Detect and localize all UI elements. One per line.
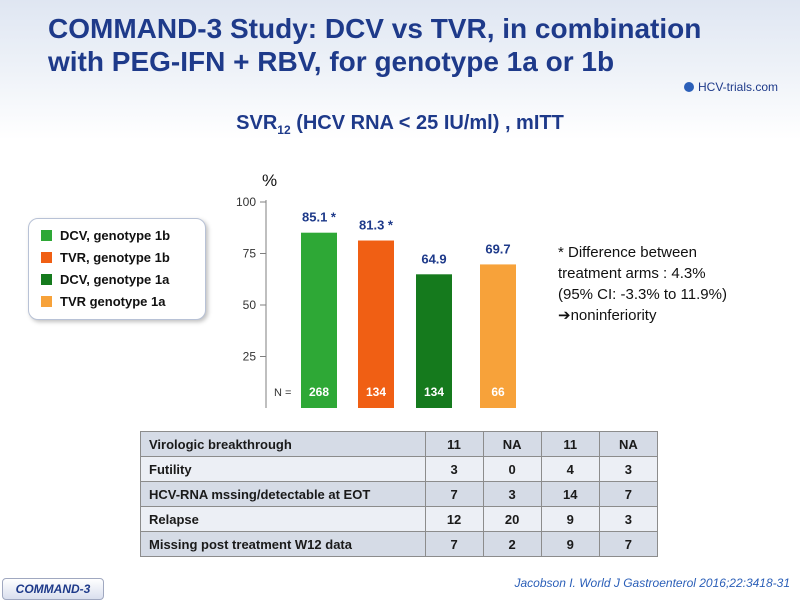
table-cell: 7: [598, 481, 659, 507]
table-cell: 2: [482, 531, 542, 557]
n-prefix-label: N =: [274, 387, 291, 399]
note-line: * Difference between: [558, 244, 697, 261]
chart-title-post: (HCV RNA < 25 IU/ml) , mITT: [290, 112, 564, 134]
table-cell: 11: [424, 431, 484, 457]
table-cell: 11: [540, 431, 600, 457]
bar-value-label: 69.7: [485, 241, 510, 256]
bar: [416, 274, 452, 408]
legend-item: TVR genotype 1a: [41, 293, 165, 311]
citation: Jacobson I. World J Gastroenterol 2016;2…: [514, 576, 791, 590]
bar-value-label: 81.3 *: [359, 218, 394, 233]
legend-swatch: [41, 230, 52, 241]
slide-title-line-2: with PEG-IFN + RBV, for genotype 1a or 1…: [48, 46, 615, 77]
note-conclusion: noninferiority: [570, 307, 657, 324]
table-row: Virologic breakthrough 11 NA 11 NA: [140, 431, 659, 457]
chart-legend: DCV, genotype 1b TVR, genotype 1b DCV, g…: [28, 218, 206, 320]
outcomes-table: Virologic breakthrough 11 NA 11 NA Futil…: [140, 431, 659, 557]
y-axis-label: %: [262, 171, 277, 190]
legend-item: TVR, genotype 1b: [41, 249, 170, 267]
logo-text: HCV-trials.com: [698, 80, 779, 94]
legend-swatch: [41, 252, 52, 263]
bar: [358, 240, 394, 408]
legend-swatch: [41, 296, 52, 307]
difference-note: * Difference between treatment arms : 4.…: [558, 242, 788, 326]
note-line: treatment arms : 4.3%: [558, 265, 706, 282]
legend-label: DCV, genotype 1a: [60, 272, 170, 287]
logo-mark-icon: [684, 82, 694, 92]
bar-value-label: 85.1 *: [302, 210, 337, 225]
table-row: Relapse 12 20 9 3: [140, 506, 659, 532]
table-row-label: Relapse: [140, 506, 426, 532]
y-tick-label: 25: [243, 350, 257, 364]
study-badge: COMMAND-3: [2, 578, 104, 600]
chart-title-subscript: 12: [277, 123, 291, 137]
bar-n-label: 134: [424, 385, 444, 399]
table-cell: 0: [482, 456, 542, 482]
table-row-label: Missing post treatment W12 data: [140, 531, 426, 557]
bar-n-label: 134: [366, 385, 386, 399]
y-tick-label: 50: [243, 298, 257, 312]
table-cell: 7: [598, 531, 659, 557]
table-cell: 3: [424, 456, 484, 482]
table-cell: 3: [598, 506, 659, 532]
y-tick-label: 100: [236, 195, 256, 209]
table-row-label: HCV-RNA mssing/detectable at EOT: [140, 481, 426, 507]
legend-label: TVR, genotype 1b: [60, 250, 170, 265]
table-row-label: Futility: [140, 456, 426, 482]
y-tick-label: 75: [243, 247, 257, 261]
bar-n-label: 268: [309, 385, 329, 399]
table-cell: 9: [540, 506, 600, 532]
legend-swatch: [41, 274, 52, 285]
bar-value-label: 64.9: [421, 251, 446, 266]
bar: [301, 232, 337, 408]
legend-item: DCV, genotype 1a: [41, 271, 169, 289]
arrow-icon: ➔: [558, 307, 571, 324]
note-line: (95% CI: -3.3% to 11.9%): [558, 286, 727, 303]
legend-item: DCV, genotype 1b: [41, 227, 170, 245]
table-cell: NA: [482, 431, 542, 457]
table-cell: 3: [598, 456, 659, 482]
table-cell: 4: [540, 456, 600, 482]
table-cell: 3: [482, 481, 542, 507]
chart-title-pre: SVR: [236, 112, 278, 134]
legend-label: TVR genotype 1a: [60, 294, 166, 309]
chart-title: SVR12 (HCV RNA < 25 IU/ml) , mITT: [0, 112, 800, 137]
legend-label: DCV, genotype 1b: [60, 228, 171, 243]
table-cell: 9: [540, 531, 600, 557]
table-cell: 20: [482, 506, 542, 532]
table-cell: NA: [598, 431, 659, 457]
table-row: Missing post treatment W12 data 7 2 9 7: [140, 531, 659, 557]
table-cell: 7: [424, 481, 484, 507]
table-row: HCV-RNA mssing/detectable at EOT 7 3 14 …: [140, 481, 659, 507]
slide-title: COMMAND-3 Study: DCV vs TVR, in combinat…: [48, 12, 748, 78]
table-row: Futility 3 0 4 3: [140, 456, 659, 482]
table-cell: 14: [540, 481, 600, 507]
slide-title-line-1: COMMAND-3 Study: DCV vs TVR, in combinat…: [48, 13, 702, 44]
table-row-label: Virologic breakthrough: [140, 431, 426, 457]
bar-n-label: 66: [491, 385, 505, 399]
table-cell: 12: [424, 506, 484, 532]
bar: [480, 264, 516, 408]
brand-logo: HCV-trials.com: [684, 78, 790, 96]
table-cell: 7: [424, 531, 484, 557]
note-line: ➔noninferiority: [558, 305, 788, 326]
